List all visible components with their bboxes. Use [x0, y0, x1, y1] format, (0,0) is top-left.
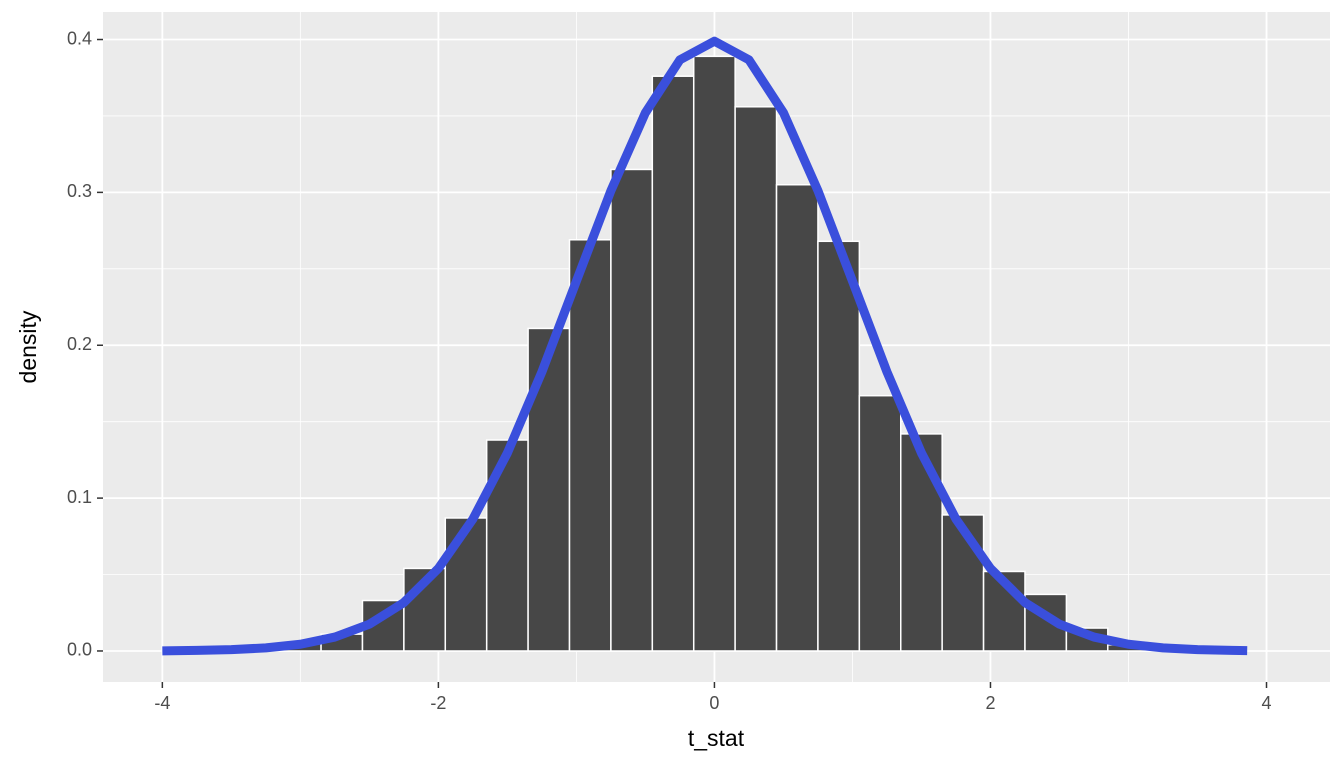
y-tick-label: 0.1: [67, 487, 92, 507]
bar: [941, 514, 985, 652]
bar: [651, 75, 695, 652]
x-tick-label: 2: [985, 693, 995, 713]
bar: [775, 183, 819, 652]
bar: [444, 517, 488, 652]
x-tick-label: -2: [430, 693, 446, 713]
x-tick-label: 4: [1262, 693, 1272, 713]
bar: [734, 106, 778, 652]
bar: [858, 394, 902, 652]
bar: [527, 327, 571, 652]
bar: [610, 168, 654, 652]
density-curve: [162, 36, 1248, 656]
y-axis-title: density: [15, 310, 41, 383]
y-tick-label: 0.0: [67, 640, 92, 660]
bar: [692, 55, 736, 652]
bar: [817, 240, 861, 652]
axes: -4 -2 0 2 4 0.0 0.1 0.2 0.3 0.4: [67, 28, 1272, 712]
y-tick-label: 0.3: [67, 181, 92, 201]
bar: [900, 433, 943, 652]
x-axis-title: t_stat: [688, 725, 745, 751]
y-tick-label: 0.2: [67, 334, 92, 354]
y-tick-label: 0.4: [67, 28, 92, 48]
marks: [162, 36, 1248, 656]
bar: [568, 239, 612, 652]
x-tick-label: 0: [709, 693, 719, 713]
x-tick-label: -4: [154, 693, 170, 713]
